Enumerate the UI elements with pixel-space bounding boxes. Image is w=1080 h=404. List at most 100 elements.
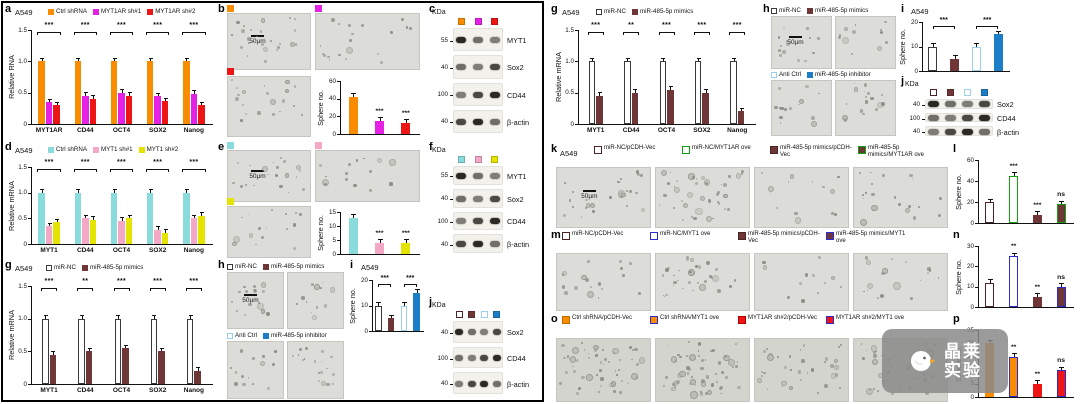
cell-sphere <box>673 274 675 277</box>
category-label: SOX2 <box>693 127 711 134</box>
legend-swatch <box>738 316 746 324</box>
error-bar <box>121 89 123 93</box>
bar <box>667 89 674 124</box>
cell-sphere <box>664 293 668 297</box>
y-tick-label: 0 <box>364 327 368 335</box>
y-tick-label: 1.5 <box>18 26 27 34</box>
cell-sphere <box>286 227 289 230</box>
sphere-image <box>287 341 344 399</box>
watermark: 晶莱 实验 <box>882 329 1008 393</box>
cell-sphere <box>302 358 305 361</box>
y-axis-label: Relative RNA <box>7 55 16 99</box>
legend-swatch <box>46 264 52 271</box>
error-bar-cap <box>184 189 189 191</box>
cell-sphere <box>884 41 888 45</box>
cell-sphere <box>876 389 880 393</box>
cell-sphere <box>801 299 805 303</box>
cell-sphere <box>716 191 720 195</box>
error-bar-cap <box>76 57 81 59</box>
cell-sphere <box>667 266 670 270</box>
cell-sphere <box>313 360 317 363</box>
scale-bar: 50µm <box>787 36 804 46</box>
sig-label: *** <box>116 278 127 285</box>
error-bar <box>391 315 393 319</box>
cell-sphere <box>586 259 591 263</box>
cell-sphere <box>723 354 730 362</box>
blot-strip <box>453 346 503 369</box>
bar <box>631 92 639 124</box>
cell-sphere <box>689 378 696 385</box>
bar <box>38 61 45 124</box>
sphere-image <box>315 142 420 202</box>
cell-sphere <box>712 274 720 282</box>
error-bar <box>85 92 87 96</box>
cell-sphere <box>891 392 894 395</box>
bar <box>154 229 161 244</box>
protein-band <box>489 64 500 71</box>
protein-band <box>979 115 990 121</box>
cell-sphere <box>663 384 666 388</box>
error-bar <box>150 189 152 193</box>
bar <box>53 105 60 124</box>
protein-band <box>492 329 501 336</box>
panel-label-h-left: h <box>218 259 225 271</box>
error-bar <box>165 98 167 102</box>
group-color-swatch <box>315 142 322 149</box>
cell-sphere <box>281 99 286 103</box>
cell-sphere <box>904 208 910 214</box>
error-bar-cap <box>51 351 56 353</box>
group-color-swatch <box>227 142 234 149</box>
y-tick <box>28 61 31 63</box>
bar <box>730 61 737 124</box>
cell-sphere <box>620 379 624 383</box>
bar <box>186 318 194 384</box>
cell-sphere <box>716 200 720 204</box>
legend-swatch <box>227 332 233 339</box>
cell-sphere <box>881 103 884 106</box>
legend-label: miR-NC/pCDH-Vec <box>604 145 656 151</box>
protein-band <box>456 172 467 179</box>
sig-bracket <box>109 169 134 172</box>
lane-marker <box>474 18 482 25</box>
cell-sphere <box>253 289 256 292</box>
y-axis <box>372 280 373 331</box>
cell-sphere <box>279 110 281 113</box>
y-tick <box>28 244 31 245</box>
cell-sphere <box>321 282 324 284</box>
error-bar <box>125 345 127 349</box>
cell-sphere <box>562 213 567 218</box>
cell-sphere <box>670 356 678 363</box>
kda-tick <box>922 118 925 120</box>
cell-sphere <box>240 374 245 378</box>
cell-sphere <box>862 194 865 196</box>
protein-band <box>467 355 476 361</box>
sig-label: *** <box>44 22 54 29</box>
cell-sphere <box>767 354 775 362</box>
cell-sphere <box>776 207 779 210</box>
category-label: CD44 <box>76 387 94 394</box>
bar <box>1056 286 1066 307</box>
legend-swatch <box>771 7 777 14</box>
cell-sphere <box>690 391 698 399</box>
cell-sphere <box>279 184 283 189</box>
protein-label: MYT1 <box>507 36 527 46</box>
cell-sphere <box>660 170 667 177</box>
cell-sphere <box>317 372 320 375</box>
sig-label: *** <box>406 275 415 282</box>
protein-band <box>480 380 489 387</box>
cell-sphere <box>260 308 266 314</box>
cell-sphere <box>238 290 241 294</box>
legend-d: Ctrl shRNA MYT1 sh#1 MYT1 sh#2 <box>48 146 178 153</box>
error-bar <box>932 43 934 47</box>
protein-band <box>472 218 484 225</box>
cell-sphere <box>851 29 856 34</box>
cell-sphere <box>293 104 296 107</box>
error-bar-cap <box>40 57 45 59</box>
legend-label: Ctrl shRNA <box>56 8 87 15</box>
cell-sphere <box>614 370 617 372</box>
sig-bracket <box>145 169 170 172</box>
protein-band <box>489 218 500 225</box>
cell-sphere <box>259 30 263 33</box>
kda-label: 40 <box>440 195 448 203</box>
error-bar <box>56 102 58 106</box>
